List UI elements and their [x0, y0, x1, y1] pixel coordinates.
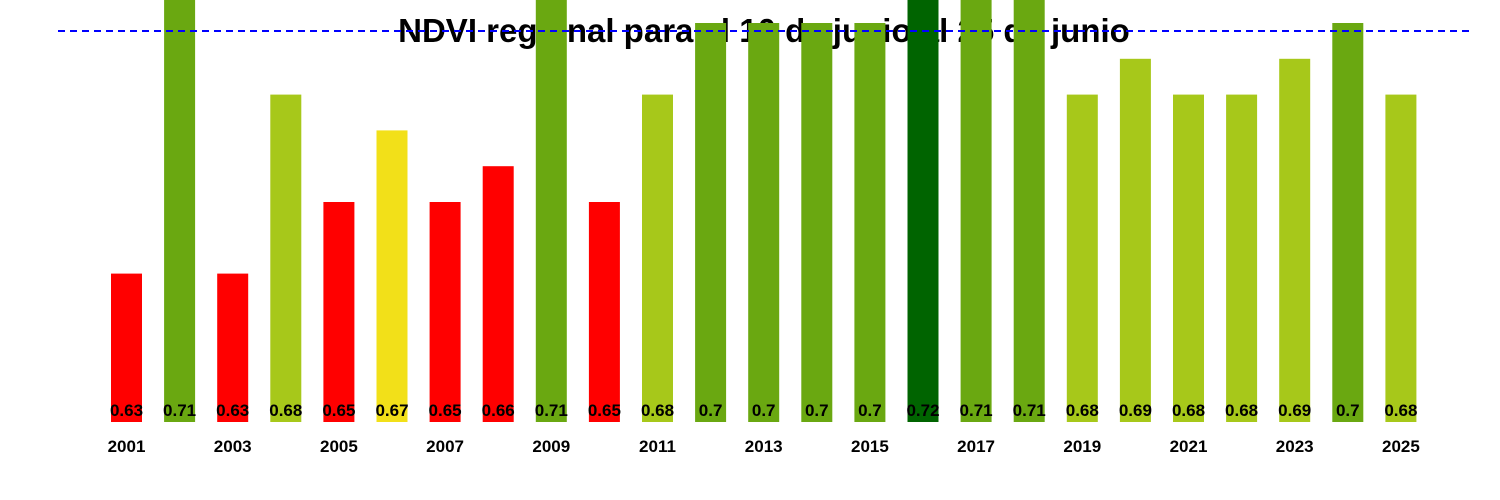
value-label-2008: 0.66 [482, 401, 515, 420]
value-label-2004: 0.68 [269, 401, 302, 420]
value-label-2019: 0.68 [1066, 401, 1099, 420]
x-tick-label-2021: 2021 [1170, 437, 1208, 456]
x-tick-label-2001: 2001 [108, 437, 146, 456]
x-tick-label-2003: 2003 [214, 437, 252, 456]
x-tick-label-2015: 2015 [851, 437, 889, 456]
x-tick-label-2007: 2007 [426, 437, 464, 456]
bar-2020 [1119, 58, 1151, 423]
bar-2013 [748, 23, 780, 422]
bar-2002 [164, 0, 196, 422]
value-label-2007: 0.65 [429, 401, 462, 420]
x-tick-labels-group: 2001 2003 2005 2007 2009 2011 2013 2015 2017 2019… [108, 437, 1420, 456]
bar-2025 [1385, 94, 1417, 422]
value-label-2009: 0.71 [535, 401, 568, 420]
bar-2024 [1332, 23, 1364, 422]
value-label-2010: 0.65 [588, 401, 621, 420]
value-label-2011: 0.68 [641, 401, 674, 420]
bar-2017 [960, 0, 992, 422]
bar-2001 [111, 273, 142, 422]
bar-2005 [323, 202, 355, 422]
x-tick-label-2017: 2017 [957, 437, 995, 456]
value-label-2014: 0.7 [805, 401, 829, 420]
value-label-2012: 0.7 [699, 401, 723, 420]
bar-2016 [907, 0, 939, 423]
value-label-2016: 0.72 [906, 401, 939, 420]
value-label-2001: 0.63 [110, 401, 143, 420]
bar-2023 [1279, 58, 1311, 423]
value-label-2017: 0.71 [960, 401, 993, 420]
value-label-2022: 0.68 [1225, 401, 1258, 420]
bar-2008 [482, 166, 514, 422]
value-label-2024: 0.7 [1336, 401, 1360, 420]
value-label-2002: 0.71 [163, 401, 196, 420]
value-label-2003: 0.63 [216, 401, 249, 420]
bar-2019 [1066, 94, 1098, 422]
value-label-2013: 0.7 [752, 401, 776, 420]
value-label-2015: 0.7 [858, 401, 882, 420]
bar-2015 [854, 23, 886, 422]
value-label-2005: 0.65 [322, 401, 355, 420]
value-labels-group: 0.63 0.71 0.63 0.68 0.65 0.67 0.65 0.66 0.71 0.65… [110, 401, 1417, 420]
value-label-2021: 0.68 [1172, 401, 1205, 420]
x-tick-label-2005: 2005 [320, 437, 358, 456]
x-tick-label-2025: 2025 [1382, 437, 1420, 456]
value-label-2020: 0.69 [1119, 401, 1152, 420]
bar-2007 [429, 202, 461, 422]
value-label-2006: 0.67 [375, 401, 408, 420]
x-tick-label-2023: 2023 [1276, 437, 1314, 456]
bar-2011 [642, 94, 673, 422]
x-tick-label-2019: 2019 [1063, 437, 1101, 456]
x-tick-label-2013: 2013 [745, 437, 783, 456]
bar-2022 [1226, 94, 1258, 422]
bar-2010 [588, 202, 620, 422]
bar-2003 [217, 273, 249, 422]
bar-2021 [1173, 94, 1204, 422]
value-label-2018: 0.71 [1013, 401, 1046, 420]
bar-2018 [1013, 0, 1045, 422]
bars-group [111, 0, 1417, 423]
bar-2012 [695, 23, 727, 422]
bar-2014 [801, 23, 833, 422]
bar-2009 [535, 0, 567, 422]
value-label-2023: 0.69 [1278, 401, 1311, 420]
value-label-2025: 0.68 [1384, 401, 1417, 420]
x-tick-label-2011: 2011 [639, 437, 676, 456]
bar-2006 [376, 130, 408, 422]
bar-2004 [270, 94, 302, 422]
x-tick-label-2009: 2009 [532, 437, 570, 456]
